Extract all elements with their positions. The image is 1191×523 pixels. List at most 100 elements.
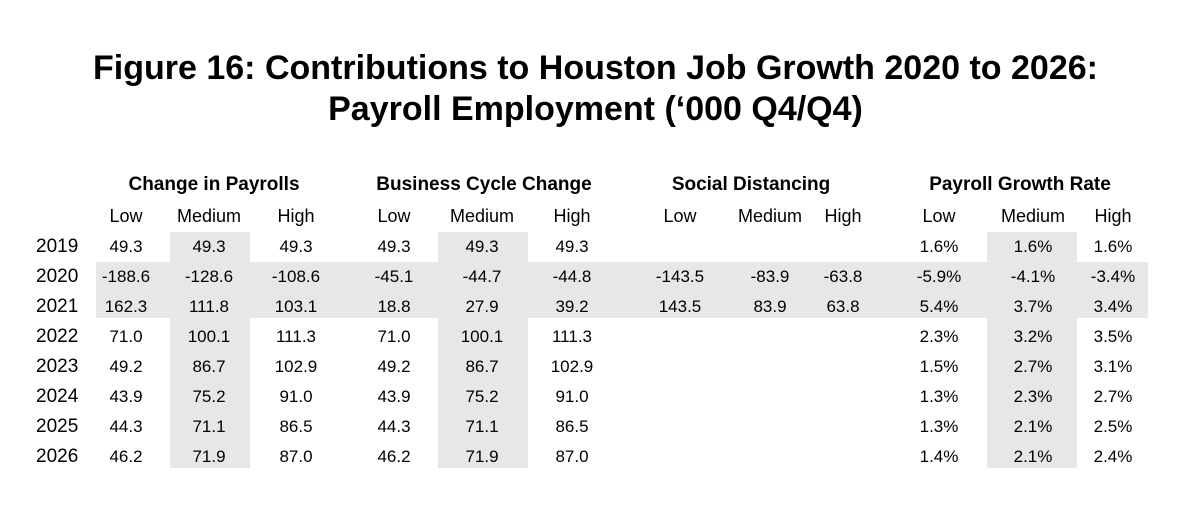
table-cell: 2.4% xyxy=(1093,447,1133,466)
table-cell xyxy=(793,352,893,382)
table-cell xyxy=(793,232,893,262)
group-header: Business Cycle Change xyxy=(376,174,592,195)
table-cell: -45.1 xyxy=(374,267,414,286)
table-cell: 2.1% xyxy=(1013,447,1053,466)
table-cell xyxy=(793,322,893,352)
table-cell: 111.3 xyxy=(551,327,593,346)
row-year: 2025 xyxy=(36,416,79,437)
table-cell: 49.3 xyxy=(279,237,313,256)
table-cell: 71.0 xyxy=(109,327,143,346)
table-cell: 39.2 xyxy=(555,297,589,316)
table-cell: 43.9 xyxy=(109,387,143,406)
table-cell: 1.3% xyxy=(919,387,959,406)
table-cell xyxy=(793,442,893,472)
table-cell: 1.4% xyxy=(919,447,959,466)
table-cell: 1.6% xyxy=(919,237,959,256)
column-subheader: Low xyxy=(377,206,411,226)
table-cell: -108.6 xyxy=(271,267,321,286)
table-cell xyxy=(630,442,730,472)
table-cell: 49.3 xyxy=(377,237,411,256)
table-cell: 83.9 xyxy=(753,297,787,316)
row-year: 2020 xyxy=(36,266,79,287)
table-cell xyxy=(630,382,730,412)
column-subheader: High xyxy=(824,206,862,226)
column-subheader: High xyxy=(1094,206,1132,226)
table-cell: 75.2 xyxy=(192,387,226,406)
table-cell: 91.0 xyxy=(555,387,589,406)
table-cell: -4.1% xyxy=(1010,267,1056,286)
table-cell: -3.4% xyxy=(1090,267,1136,286)
row-year: 2019 xyxy=(36,236,79,257)
table-cell: 71.1 xyxy=(192,417,226,436)
table-cell: 46.2 xyxy=(377,447,411,466)
table-cell: 100.1 xyxy=(187,327,231,346)
table-cell: 2.3% xyxy=(1013,387,1053,406)
table-cell: 5.4% xyxy=(919,297,959,316)
table-cell: 2.7% xyxy=(1013,357,1053,376)
table-cell: 3.7% xyxy=(1013,297,1053,316)
table-cell: 3.5% xyxy=(1093,327,1133,346)
table-cell: 46.2 xyxy=(109,447,143,466)
table-cell: -188.6 xyxy=(101,267,151,286)
table-cell: 3.4% xyxy=(1093,297,1133,316)
row-year: 2022 xyxy=(36,326,79,347)
table-cell: 102.9 xyxy=(274,357,318,376)
table-cell: -63.8 xyxy=(823,267,863,286)
table-cell: 2.3% xyxy=(919,327,959,346)
table-cell: 1.6% xyxy=(1013,237,1053,256)
column-subheader: High xyxy=(553,206,591,226)
table-cell: 1.6% xyxy=(1093,237,1133,256)
figure-title-line2: Payroll Employment (‘000 Q4/Q4) xyxy=(328,90,863,128)
table-cell: 91.0 xyxy=(279,387,313,406)
column-subheader: Low xyxy=(109,206,143,226)
table-cell xyxy=(630,232,730,262)
table-cell: 71.1 xyxy=(465,417,499,436)
table-cell: 86.7 xyxy=(192,357,226,376)
table-cell: 111.3 xyxy=(275,327,317,346)
group-header: Change in Payrolls xyxy=(128,174,300,195)
table-cell: 71.0 xyxy=(377,327,411,346)
table-cell: 87.0 xyxy=(279,447,313,466)
column-subheader: Medium xyxy=(176,206,242,226)
table-cell: 49.3 xyxy=(555,237,589,256)
column-subheader: Medium xyxy=(1000,206,1066,226)
table-cell: 2.1% xyxy=(1013,417,1053,436)
table-cell: -143.5 xyxy=(655,267,705,286)
table-cell: 3.1% xyxy=(1093,357,1133,376)
table-cell xyxy=(630,322,730,352)
table-cell: 49.3 xyxy=(465,237,499,256)
table-cell: 143.5 xyxy=(658,297,702,316)
group-header: Social Distancing xyxy=(671,174,831,195)
table-cell: 3.2% xyxy=(1013,327,1053,346)
table-cell: 71.9 xyxy=(192,447,226,466)
table-cell: 1.5% xyxy=(919,357,959,376)
figure-title-line1: Figure 16: Contributions to Houston Job … xyxy=(93,49,1098,87)
table-cell: 87.0 xyxy=(555,447,589,466)
table-cell: 2.5% xyxy=(1093,417,1133,436)
table-cell: 49.3 xyxy=(109,237,143,256)
table-cell: 162.3 xyxy=(104,297,148,316)
table-cell: -128.6 xyxy=(184,267,234,286)
table-cell: 49.3 xyxy=(192,237,226,256)
table-cell: 103.1 xyxy=(274,297,318,316)
table-cell: -5.9% xyxy=(916,267,962,286)
row-year: 2023 xyxy=(36,356,79,377)
shade-rows-2020-2021 xyxy=(96,262,1148,318)
table-cell: 44.3 xyxy=(109,417,143,436)
column-subheader: Medium xyxy=(737,206,803,226)
column-subheader: Low xyxy=(663,206,697,226)
table-cell: 111.8 xyxy=(188,297,230,316)
table-cell: 44.3 xyxy=(377,417,411,436)
table-cell: -44.8 xyxy=(552,267,592,286)
table-cell: 100.1 xyxy=(460,327,504,346)
table-cell: 102.9 xyxy=(550,357,594,376)
table-cell: 86.7 xyxy=(465,357,499,376)
table-cell: 49.2 xyxy=(377,357,411,376)
table-cell xyxy=(793,412,893,442)
table-cell xyxy=(630,412,730,442)
table-cell: 86.5 xyxy=(555,417,589,436)
table-cell: 43.9 xyxy=(377,387,411,406)
table-cell: 63.8 xyxy=(826,297,860,316)
column-subheader: Low xyxy=(922,206,956,226)
row-year: 2021 xyxy=(36,296,79,317)
